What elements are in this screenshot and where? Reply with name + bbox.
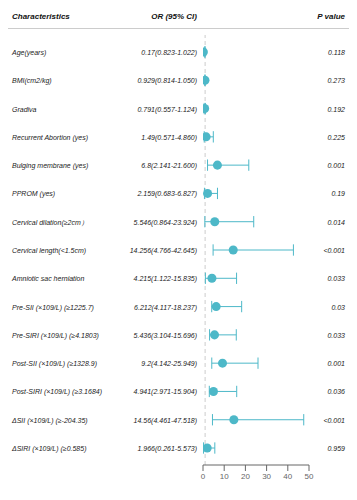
html-text:OR (95% CI): OR (95% CI) <box>151 12 197 21</box>
svg-text:9.2(4.142-25.949): 9.2(4.142-25.949) <box>141 360 197 368</box>
svg-text:Bulging membrane (yes): Bulging membrane (yes) <box>12 162 88 170</box>
svg-text:Pre-SIRI (×109/L) (≥4.1803): Pre-SIRI (×109/L) (≥4.1803) <box>12 332 99 340</box>
svg-text:0.001: 0.001 <box>327 162 345 169</box>
svg-text:0.036: 0.036 <box>327 388 345 395</box>
svg-text:30: 30 <box>262 472 271 481</box>
svg-text:0.929(0.814-1.050): 0.929(0.814-1.050) <box>137 77 197 85</box>
svg-text:0.03: 0.03 <box>331 304 345 311</box>
svg-text:PPROM (yes): PPROM (yes) <box>12 190 55 198</box>
svg-text:0: 0 <box>201 472 206 481</box>
svg-text:1.49(0.571-4.860): 1.49(0.571-4.860) <box>141 134 197 142</box>
svg-text:Gradiva: Gradiva <box>12 106 37 113</box>
svg-text:Post-SII (×109/L) (≥1328.9): Post-SII (×109/L) (≥1328.9) <box>12 360 97 368</box>
svg-text:ΔSII (×109/L) (≥-204.35): ΔSII (×109/L) (≥-204.35) <box>11 417 88 425</box>
svg-text:ΔSIRI (×109/L) (≥0.585): ΔSIRI (×109/L) (≥0.585) <box>11 445 87 453</box>
svg-text:40: 40 <box>283 472 292 481</box>
svg-text:<0.001: <0.001 <box>323 417 345 424</box>
svg-text:0.033: 0.033 <box>327 332 345 339</box>
svg-text:14.56(4.461-47.518): 14.56(4.461-47.518) <box>134 417 197 425</box>
svg-text:20: 20 <box>241 472 250 481</box>
svg-text:0.192: 0.192 <box>327 106 345 113</box>
svg-text:Age(years): Age(years) <box>11 49 46 57</box>
html-text:P value: P value <box>317 12 345 21</box>
svg-text:Cervical dilation(≥2cm）: Cervical dilation(≥2cm） <box>12 219 88 227</box>
svg-text:0.014: 0.014 <box>327 219 345 226</box>
svg-text:BMI(cm2/kg): BMI(cm2/kg) <box>12 77 52 85</box>
svg-text:0.118: 0.118 <box>328 49 345 56</box>
svg-text:2.159(0.683-6.827): 2.159(0.683-6.827) <box>136 190 197 198</box>
svg-text:14.256(4.766-42.645): 14.256(4.766-42.645) <box>130 247 197 255</box>
svg-text:4.941(2.971-15.904): 4.941(2.971-15.904) <box>134 388 197 396</box>
svg-text:50: 50 <box>305 472 314 481</box>
svg-text:0.033: 0.033 <box>327 275 345 282</box>
svg-text:6.212(4.117-18.237): 6.212(4.117-18.237) <box>134 304 197 312</box>
svg-text:Post-SIRI (×109/L) (≥3.1684): Post-SIRI (×109/L) (≥3.1684) <box>12 388 102 396</box>
svg-text:Amniotic sac herniation: Amniotic sac herniation <box>11 275 84 282</box>
svg-text:10: 10 <box>220 472 229 481</box>
svg-text:0.17(0.823-1.022): 0.17(0.823-1.022) <box>141 49 197 57</box>
svg-text:Cervical length(<1.5cm): Cervical length(<1.5cm) <box>12 247 86 255</box>
svg-text:0.273: 0.273 <box>327 77 345 84</box>
svg-text:0.225: 0.225 <box>327 134 345 141</box>
svg-text:0.19: 0.19 <box>331 190 345 197</box>
svg-text:6.8(2.141-21.600): 6.8(2.141-21.600) <box>141 162 197 170</box>
svg-text:5.546(0.864-23.924): 5.546(0.864-23.924) <box>134 219 197 227</box>
svg-text:0.001: 0.001 <box>327 360 345 367</box>
svg-text:1.966(0.261-5.573): 1.966(0.261-5.573) <box>137 445 197 453</box>
svg-text:Pre-SII (×109/L) (≥1225.7): Pre-SII (×109/L) (≥1225.7) <box>12 304 94 312</box>
svg-text:0.959: 0.959 <box>327 445 345 452</box>
svg-text:<0.001: <0.001 <box>323 247 345 254</box>
html-text:Characteristics: Characteristics <box>12 12 70 21</box>
svg-text:5.436(3.104-15.696): 5.436(3.104-15.696) <box>134 332 197 340</box>
svg-text:Recurrent Abortion (yes): Recurrent Abortion (yes) <box>12 134 88 142</box>
svg-text:0.791(0.557-1.124): 0.791(0.557-1.124) <box>137 106 197 114</box>
svg-text:4.215(1.122-15.835): 4.215(1.122-15.835) <box>134 275 197 283</box>
